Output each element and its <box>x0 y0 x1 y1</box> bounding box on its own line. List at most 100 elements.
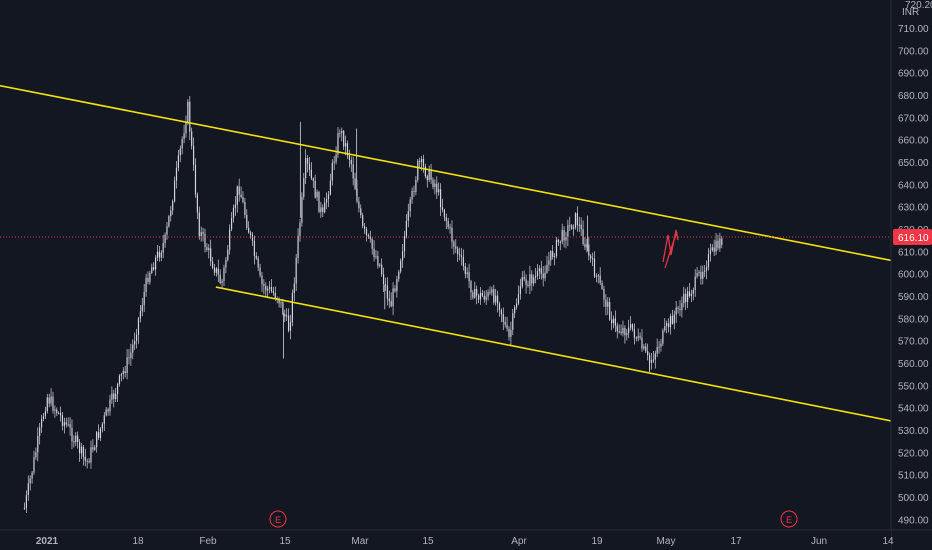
candle-body <box>559 241 561 243</box>
candle-body <box>113 393 115 399</box>
x-tick-label: 18 <box>132 536 144 547</box>
candle-body <box>291 293 293 323</box>
candle-body <box>333 161 335 163</box>
x-tick-label: Feb <box>199 536 217 547</box>
candle-body <box>626 333 628 336</box>
candle-body <box>550 251 552 261</box>
candle-body <box>56 409 58 414</box>
time-axis[interactable]: 2021 18 Feb 15 Mar 15 Apr 19 May 17 Jun 14 <box>36 536 894 547</box>
candle-body <box>192 145 195 165</box>
candle-body <box>23 507 26 509</box>
candle-body <box>248 227 250 233</box>
candle-body <box>715 240 717 252</box>
candle-body <box>354 178 356 189</box>
candle-body <box>631 324 634 330</box>
x-tick-label: Apr <box>511 536 527 547</box>
candle-body <box>54 409 56 411</box>
candle-body <box>179 148 181 156</box>
candle-body <box>183 133 185 140</box>
candle-body <box>694 276 696 290</box>
candle-body <box>645 346 647 352</box>
candle-body <box>46 397 48 412</box>
candle-body <box>686 291 689 303</box>
candle-body <box>297 235 299 258</box>
candle-body <box>305 158 307 179</box>
candle-body <box>162 243 164 253</box>
candle-body <box>458 254 461 256</box>
trend-channel <box>0 84 932 441</box>
candle-body <box>211 261 214 268</box>
candle-body <box>82 446 84 457</box>
candle-body <box>476 288 478 296</box>
candle-body <box>500 310 502 315</box>
candle-body <box>667 323 670 328</box>
candle-body <box>134 340 136 345</box>
candle-body <box>555 239 558 257</box>
earnings-marker-2[interactable]: E <box>780 510 798 528</box>
candle-body <box>352 164 354 179</box>
candle-body <box>348 155 350 160</box>
y-tick-label: 490.00 <box>898 515 929 526</box>
candle-body <box>453 241 455 247</box>
candle-body <box>491 289 493 293</box>
candle-body <box>39 427 41 436</box>
candle-body <box>400 260 402 272</box>
candle-body <box>700 271 702 279</box>
candle-body <box>388 298 390 302</box>
candle-body <box>460 255 463 258</box>
candle-body <box>624 327 626 336</box>
candle-body <box>510 329 512 337</box>
channel-line-lower[interactable] <box>215 286 932 441</box>
candle-body <box>660 343 662 347</box>
candle-body <box>287 315 290 331</box>
candle-body <box>371 239 373 249</box>
candle-body <box>415 179 417 192</box>
candle-body <box>215 268 217 273</box>
candle-body <box>324 202 326 213</box>
candle-body <box>164 234 166 244</box>
y-tick-label: 520.00 <box>898 448 929 459</box>
candle-body <box>344 143 347 147</box>
candle-body <box>390 301 392 307</box>
candle-body <box>219 274 221 284</box>
candle-body <box>493 289 495 303</box>
candle-body <box>101 423 103 429</box>
candle-body <box>419 160 421 163</box>
candle-body <box>154 257 157 270</box>
last-price-badge <box>893 229 932 245</box>
candle-body <box>244 201 246 215</box>
candle-body <box>27 483 29 496</box>
candle-body <box>472 292 474 298</box>
candle-body <box>673 314 675 324</box>
candle-body <box>515 303 518 308</box>
candle-body <box>175 167 178 181</box>
candle-body <box>396 279 398 292</box>
candle-body <box>563 230 565 241</box>
recent-pattern <box>662 229 679 269</box>
candle-body <box>407 211 409 221</box>
candle-body <box>664 326 666 331</box>
candle-body <box>666 323 668 327</box>
candle-body <box>457 248 459 255</box>
channel-line-upper[interactable] <box>0 84 932 281</box>
candle-body <box>567 225 569 238</box>
candle-body <box>153 267 155 270</box>
candle-body <box>200 232 202 237</box>
candle-body <box>48 397 50 404</box>
candle-body <box>534 275 537 278</box>
candle-body <box>417 160 419 180</box>
candle-body <box>696 273 698 277</box>
candle-body <box>698 271 700 274</box>
earnings-marker-1[interactable]: E <box>269 510 287 528</box>
y-tick-label: 590.00 <box>898 292 929 303</box>
candle-body <box>37 435 39 453</box>
candle-body <box>59 413 62 416</box>
candle-body <box>506 324 508 329</box>
candle-body <box>367 235 369 237</box>
candle-body <box>504 321 506 325</box>
candle-body <box>80 446 83 454</box>
price-axis[interactable]: 710.00 700.00 690.00 680.00 670.00 660.00 650.… <box>898 24 929 526</box>
candle-body <box>398 271 400 280</box>
candle-body <box>147 277 149 283</box>
